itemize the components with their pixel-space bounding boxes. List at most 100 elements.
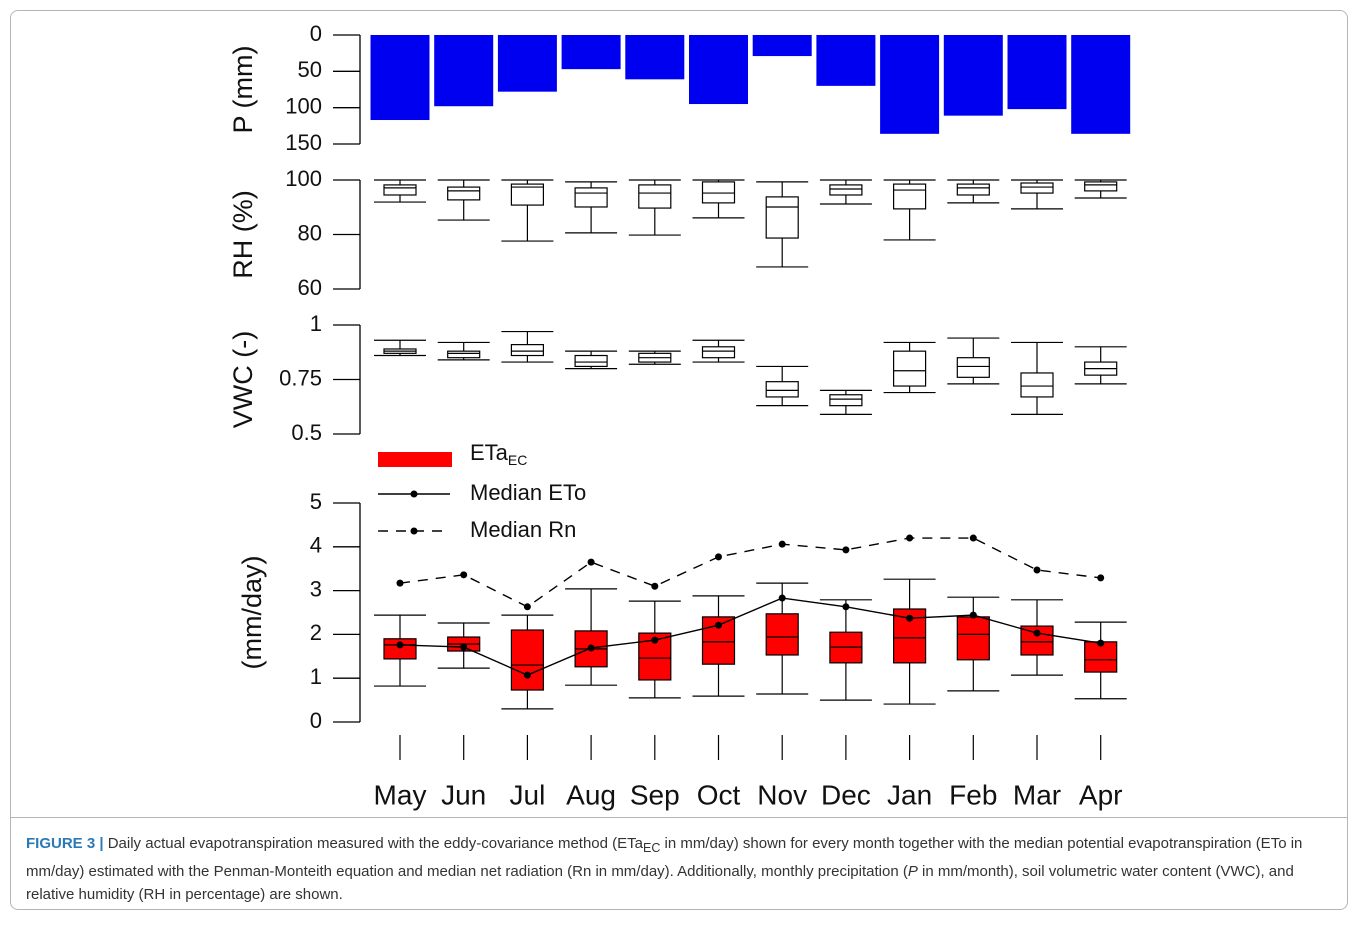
series-point (842, 603, 850, 611)
series-point (587, 558, 595, 566)
box (574, 354, 608, 368)
box (829, 394, 863, 407)
box (892, 350, 927, 387)
legend-label: Median Rn (470, 517, 576, 542)
series-point (969, 611, 977, 619)
series-point (396, 579, 404, 587)
series-point (715, 553, 722, 561)
box (510, 344, 544, 357)
x-tick-label: Nov (757, 779, 807, 810)
y-axis-title: RH (%) (228, 190, 258, 279)
box (447, 350, 481, 359)
y-axis-title: P (mm) (228, 46, 258, 134)
y-tick-label: 100 (285, 166, 322, 191)
series-point (715, 621, 722, 629)
caption-italic: P (907, 863, 918, 880)
y-tick-label: 60 (298, 275, 322, 300)
series-point (651, 582, 659, 590)
series-point (460, 571, 468, 579)
series-point (778, 540, 786, 548)
series-point (1033, 629, 1041, 637)
y-tick-label: 4 (310, 533, 322, 558)
y-tick-label: 5 (310, 489, 322, 514)
bar (434, 35, 494, 107)
box (383, 184, 417, 196)
series-point (1097, 639, 1105, 647)
box (956, 616, 990, 661)
y-tick-label: 0 (310, 21, 322, 46)
y-tick-label: 100 (285, 93, 322, 118)
y-tick-label: 0.75 (279, 365, 322, 390)
box (701, 181, 736, 204)
box (510, 183, 544, 206)
series-point (523, 603, 531, 611)
box (956, 357, 990, 378)
y-axis-title: VWC (-) (228, 331, 258, 428)
legend-label-sub: EC (508, 452, 527, 468)
x-tick-label: Jun (441, 779, 486, 810)
x-tick-label: Dec (821, 779, 871, 810)
y-tick-label: 2 (310, 620, 322, 645)
box (574, 187, 608, 208)
bar (561, 35, 621, 70)
caption-subscript: EC (643, 841, 661, 855)
legend-point (410, 490, 418, 498)
series-line (399, 537, 1101, 608)
series-point (778, 594, 786, 602)
box (638, 184, 672, 209)
box (765, 613, 799, 656)
box (701, 346, 736, 359)
series-point (396, 641, 404, 649)
x-tick-label: Apr (1079, 779, 1123, 810)
series-point (1097, 574, 1105, 582)
x-tick-label: Sep (630, 779, 680, 810)
x-tick-label: May (374, 779, 427, 810)
x-tick-label: Oct (697, 779, 741, 810)
box (765, 196, 799, 239)
y-tick-label: 80 (298, 220, 322, 245)
box (510, 629, 544, 691)
caption: FIGURE 3 | Daily actual evapotranspirati… (26, 832, 1341, 906)
box (765, 381, 799, 398)
bar (1007, 35, 1067, 110)
legend-label: ETaEC (470, 440, 527, 468)
y-tick-label: 0.5 (291, 420, 322, 445)
series-point (906, 614, 914, 622)
y-tick-label: 50 (298, 57, 322, 82)
box (892, 183, 927, 210)
x-tick-label: Aug (566, 779, 616, 810)
y-tick-label: 150 (285, 130, 322, 155)
bar (370, 35, 430, 121)
caption-label: FIGURE 3 | (26, 835, 104, 852)
y-tick-label: 3 (310, 576, 322, 601)
legend-point (410, 527, 418, 535)
box (383, 638, 417, 660)
box (1084, 641, 1118, 673)
x-tick-label: Jul (510, 779, 546, 810)
caption-text: in mm/day) shown for every month togethe… (26, 835, 1303, 880)
bar (689, 35, 748, 105)
box (1084, 181, 1118, 192)
bar (625, 35, 685, 80)
bar (816, 35, 876, 86)
box (1020, 372, 1054, 398)
box (829, 184, 863, 196)
series-point (523, 671, 531, 679)
caption-text: Daily actual evapotranspiration measured… (103, 835, 643, 852)
legend-label: Median ETo (470, 480, 586, 505)
bar (497, 35, 557, 92)
series-point (969, 534, 977, 542)
box (447, 186, 481, 201)
series-point (460, 643, 468, 651)
legend-swatch (378, 452, 452, 467)
box (956, 183, 990, 196)
x-tick-label: Mar (1013, 779, 1061, 810)
caption-separator (11, 817, 1348, 818)
bar (752, 35, 812, 57)
y-tick-label: 0 (310, 708, 322, 733)
series-point (842, 546, 850, 554)
series-line (399, 597, 1101, 676)
caption-text: in mm/month), soil volumetric water cont… (26, 863, 1294, 903)
